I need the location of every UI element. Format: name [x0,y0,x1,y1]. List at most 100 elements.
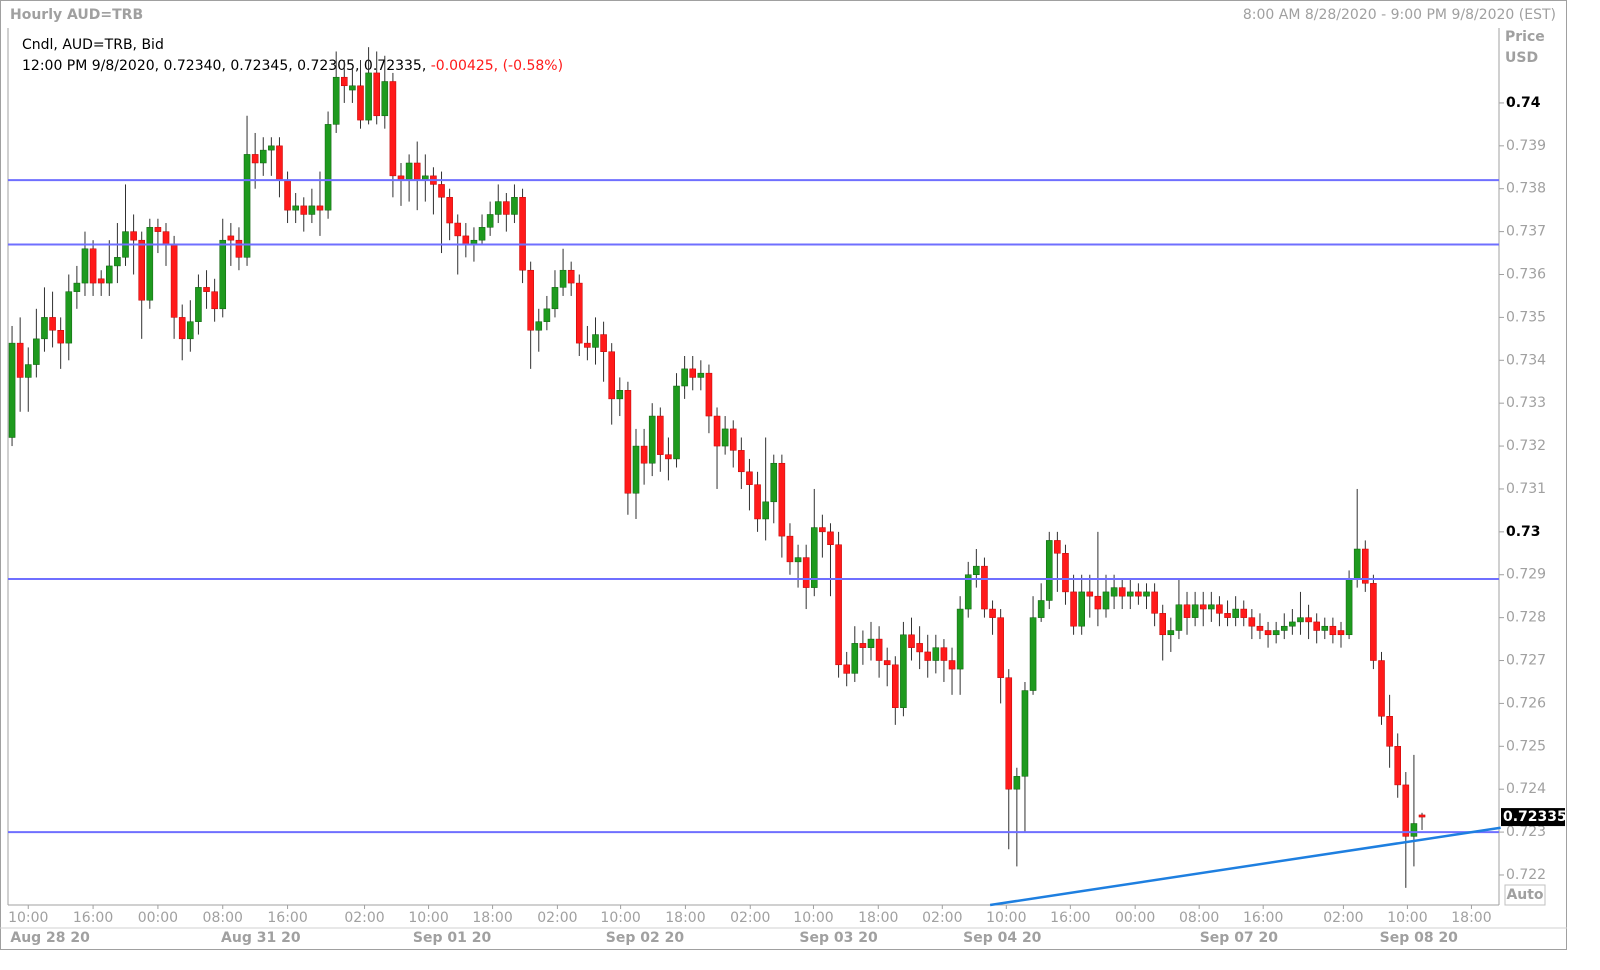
candle-body [268,145,275,151]
candle-body [316,205,324,211]
candle-body [900,634,907,708]
candle-body [892,664,899,708]
candle-body [835,544,842,666]
candle-body [810,527,818,588]
candle-body [405,162,413,181]
date-label: Sep 04 20 [963,930,1042,946]
candle-body [162,231,170,245]
candle-body [389,81,397,177]
candle-body [916,643,923,653]
candle-body [16,342,24,378]
candle-body [1175,604,1183,631]
candle-body [243,154,251,258]
candle-body [746,471,753,485]
x-tick-label: 00:00 [138,910,178,926]
candle-body [657,415,664,455]
candle-body [211,291,218,310]
y-tick-label: 0.726 [1506,695,1546,711]
candle-body [8,342,16,438]
candle-body [49,317,56,331]
y-tick-label: 0.722 [1506,867,1546,883]
x-tick-label: 00:00 [1115,910,1155,926]
candle-body [1216,604,1223,614]
candle-body [292,205,299,211]
candle-body [1199,604,1207,610]
x-tick-label: 16:00 [73,910,113,926]
info-change: -0.00425, (-0.58%) [431,58,563,74]
candle-body [1062,553,1069,593]
x-tick-label: 02:00 [1323,910,1363,926]
candle-body [827,531,834,545]
candle-body [251,154,259,164]
candle-body [794,557,802,563]
candle-body [721,428,729,447]
candle-body [486,214,494,228]
candle-body [187,321,194,340]
candle-body [1037,600,1045,618]
candle-body [300,205,308,215]
candle-body [503,201,510,215]
candle-body [973,565,980,575]
candle-body [170,244,178,318]
candle-body [575,282,583,344]
candle-body [1127,591,1134,597]
candle-body [1313,621,1320,631]
candle-body [413,162,421,181]
candle-body [940,647,948,661]
date-label: Aug 31 20 [221,930,301,946]
y-tick-label: 0.735 [1506,309,1546,325]
candle-body [1005,677,1013,790]
candle-body [1240,608,1248,618]
candle-body [332,76,340,125]
x-tick-label: 02:00 [730,910,770,926]
candle-body [1135,591,1142,597]
candle-body [754,484,761,520]
y-tick-label: 0.737 [1506,224,1546,240]
candle-body [705,372,713,417]
candle-body [494,201,502,215]
date-label: Aug 28 20 [10,930,90,946]
candle-body [738,450,745,473]
x-tick-label: 10:00 [600,910,640,926]
candle-body [1159,613,1167,636]
candle-body [106,265,113,284]
x-tick-label: 10:00 [8,910,48,926]
auto-label[interactable]: Auto [1506,887,1543,903]
info-line: 12:00 PM 9/8/2020, 0.72340, 0.72345, 0.7… [22,58,563,74]
y-tick-label: 0.732 [1506,438,1546,454]
candle-body [1029,617,1037,691]
x-tick-label: 10:00 [1387,910,1427,926]
candle-body [1021,690,1029,777]
candle-body [324,124,332,211]
candle-body [600,334,607,352]
candle-body [964,574,972,610]
y-tick-label: 0.727 [1506,653,1546,669]
auto-button[interactable] [1504,884,1546,906]
candle-body [932,647,940,661]
candle-body [1345,578,1353,636]
x-tick-label: 18:00 [472,910,512,926]
y-axis-unit: USD [1505,50,1538,66]
candle-body [438,184,445,198]
candle-body [543,308,551,322]
candle-body [1264,630,1272,636]
candle-body [1289,621,1296,627]
candle-body [632,445,640,494]
candle-body [1280,625,1288,631]
y-tick-label: 0.738 [1506,181,1546,197]
candle-body [713,415,721,447]
candle-body [97,278,105,284]
candle-body [1370,583,1377,661]
x-tick-label: 02:00 [344,910,384,926]
candle-body [1070,591,1077,627]
candle-body [1232,608,1239,618]
candle-body [235,239,243,258]
info-values: 12:00 PM 9/8/2020, 0.72340, 0.72345, 0.7… [22,58,426,74]
y-tick-label: 0.723 [1506,824,1546,840]
y-tick-label: 0.729 [1506,567,1546,583]
candle-body [276,145,283,181]
candle-body [219,239,227,310]
candle-body [41,317,48,340]
candle-body [729,428,737,451]
